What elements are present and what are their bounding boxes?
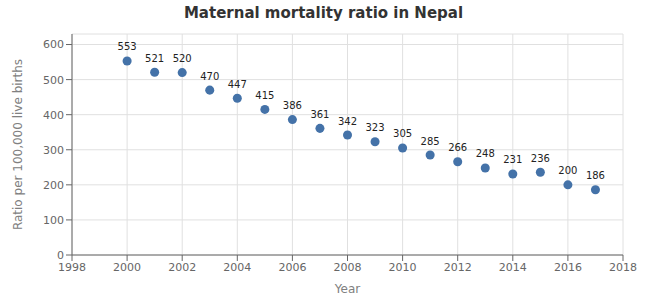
svg-text:186: 186 bbox=[586, 170, 605, 181]
svg-text:520: 520 bbox=[173, 53, 192, 64]
svg-text:300: 300 bbox=[43, 144, 64, 157]
svg-text:2010: 2010 bbox=[389, 261, 417, 274]
svg-text:2012: 2012 bbox=[444, 261, 472, 274]
svg-text:2016: 2016 bbox=[554, 261, 582, 274]
svg-text:200: 200 bbox=[558, 165, 577, 176]
svg-text:100: 100 bbox=[43, 214, 64, 227]
svg-text:400: 400 bbox=[43, 109, 64, 122]
svg-text:2002: 2002 bbox=[168, 261, 196, 274]
svg-text:323: 323 bbox=[366, 122, 385, 133]
svg-text:266: 266 bbox=[448, 142, 467, 153]
svg-text:415: 415 bbox=[255, 90, 274, 101]
svg-text:2014: 2014 bbox=[499, 261, 527, 274]
svg-text:470: 470 bbox=[200, 71, 219, 82]
svg-text:200: 200 bbox=[43, 179, 64, 192]
svg-text:236: 236 bbox=[531, 153, 550, 164]
html-text:Maternal mortality ratio in Ne: Maternal mortality ratio in Nepal bbox=[183, 4, 464, 22]
svg-text:2008: 2008 bbox=[334, 261, 362, 274]
svg-text:Ratio per 100,000 live births: Ratio per 100,000 live births bbox=[11, 59, 25, 230]
svg-text:521: 521 bbox=[145, 53, 164, 64]
svg-text:361: 361 bbox=[310, 109, 329, 120]
svg-text:285: 285 bbox=[421, 136, 440, 147]
svg-text:1998: 1998 bbox=[58, 261, 86, 274]
svg-text:Year: Year bbox=[334, 282, 360, 296]
svg-text:386: 386 bbox=[283, 100, 302, 111]
svg-text:2004: 2004 bbox=[223, 261, 251, 274]
svg-text:2018: 2018 bbox=[609, 261, 637, 274]
svg-text:500: 500 bbox=[43, 74, 64, 87]
svg-text:2006: 2006 bbox=[278, 261, 306, 274]
svg-text:2000: 2000 bbox=[113, 261, 141, 274]
svg-text:0: 0 bbox=[57, 249, 64, 262]
svg-text:553: 553 bbox=[118, 41, 137, 52]
svg-text:342: 342 bbox=[338, 116, 357, 127]
svg-text:231: 231 bbox=[503, 154, 522, 165]
svg-text:600: 600 bbox=[43, 38, 64, 51]
svg-text:305: 305 bbox=[393, 128, 412, 139]
svg-text:447: 447 bbox=[228, 79, 247, 90]
svg-text:248: 248 bbox=[476, 148, 495, 159]
